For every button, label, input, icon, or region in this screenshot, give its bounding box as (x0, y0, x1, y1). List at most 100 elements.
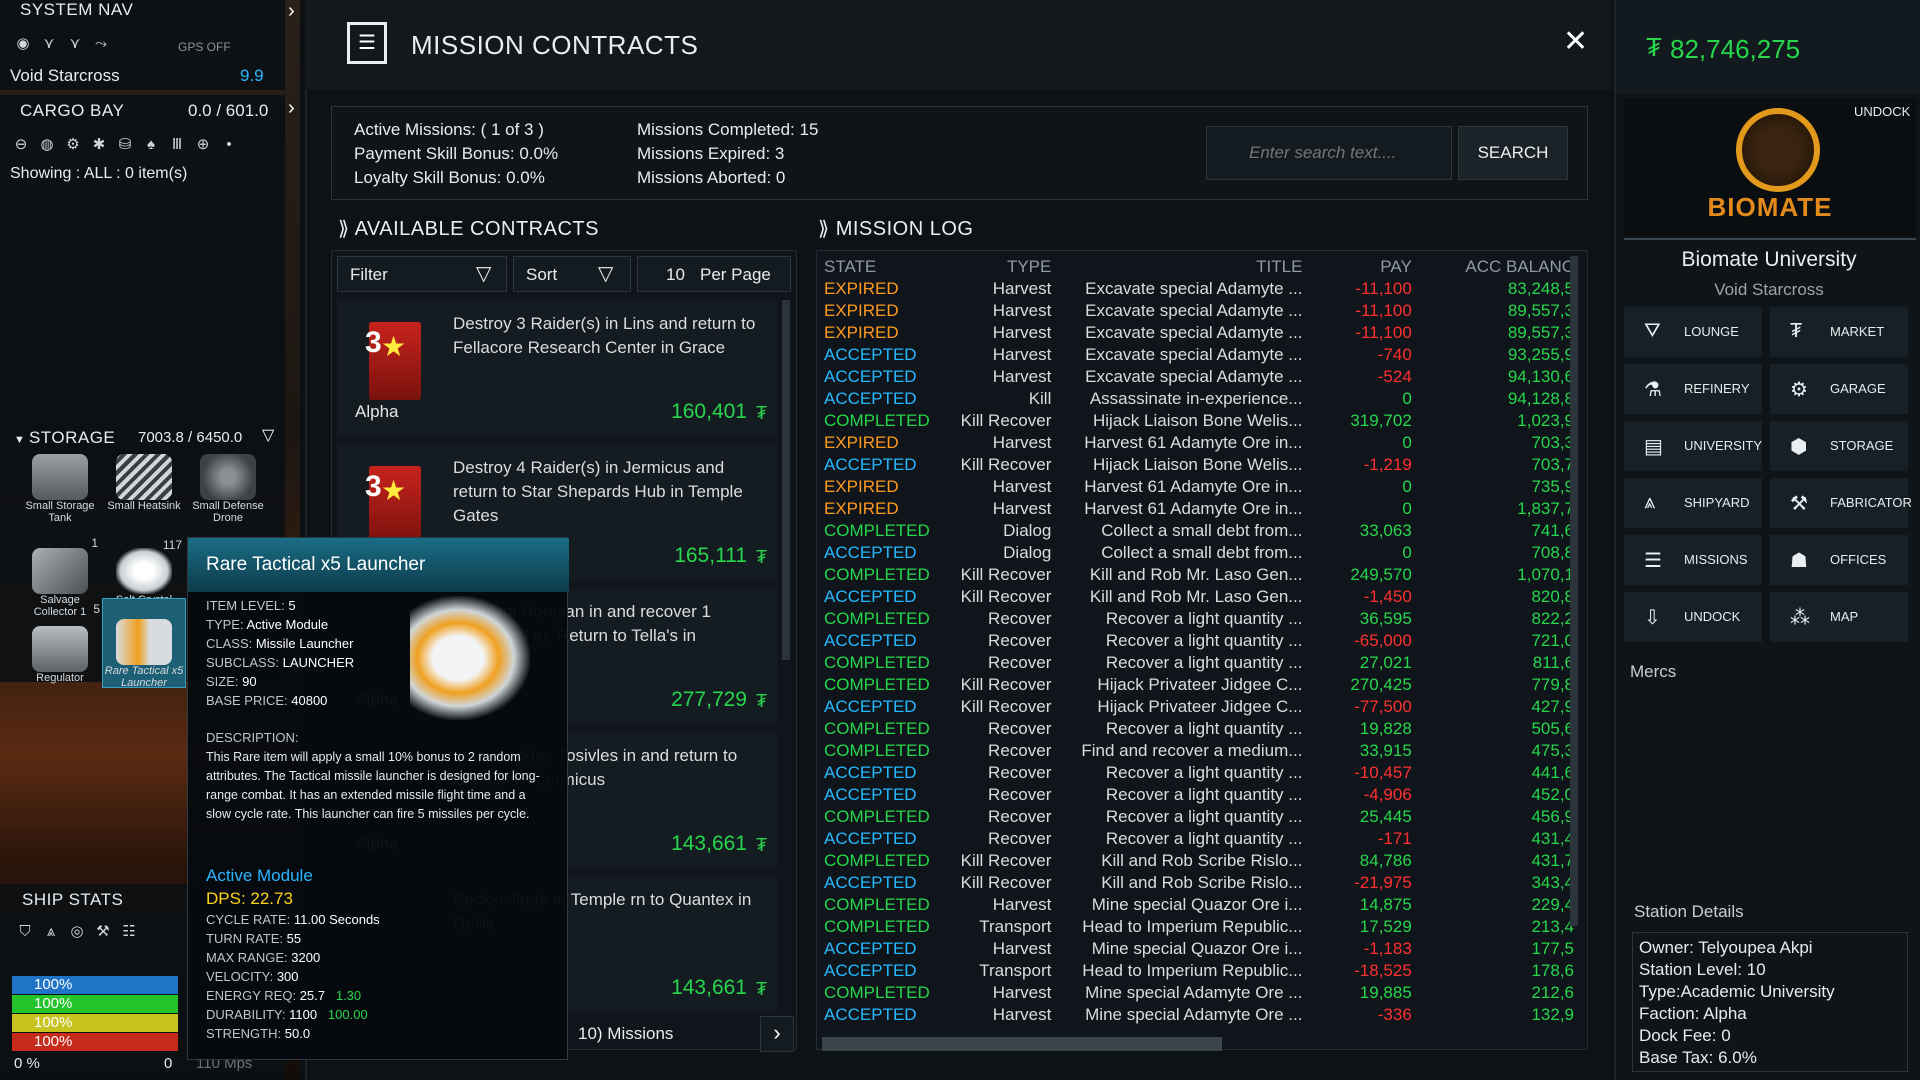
table-row[interactable]: ACCEPTED Kill Recover Hijack Liaison Bone … (824, 454, 1574, 476)
chevron-right-icon[interactable]: › (288, 0, 295, 22)
table-row[interactable]: COMPLETED Kill Recover Hijack Privateer Ji… (824, 674, 1574, 696)
table-row[interactable]: COMPLETED Kill Recover Hijack Liaison Bone… (824, 410, 1574, 432)
nav-map-button[interactable]: ⁂ MAP (1770, 592, 1908, 642)
nav-lounge-button[interactable]: ⛛ LOUNGE (1624, 307, 1762, 357)
table-row[interactable]: EXPIRED Harvest Harvest 61 Adamyte Ore in.… (824, 432, 1574, 454)
drone-icon[interactable]: ♠ (147, 136, 155, 153)
table-row[interactable]: ACCEPTED Harvest Excavate special Adamyte … (824, 366, 1574, 388)
next-page-button[interactable]: › (760, 1016, 794, 1052)
table-row[interactable]: ACCEPTED Recover Recover a light quantity … (824, 828, 1574, 850)
table-row[interactable]: ACCEPTED Kill Assassinate in-experience...… (824, 388, 1574, 410)
missions-completed: Missions Completed: 15 (637, 120, 819, 139)
table-row[interactable]: ACCEPTED Harvest Excavate special Adamyte … (824, 344, 1574, 366)
table-row[interactable]: EXPIRED Harvest Excavate special Adamyte .… (824, 322, 1574, 344)
ammo-icon[interactable]: ⛁ (118, 136, 132, 153)
waypoint-icon[interactable]: ⋎ (69, 35, 81, 52)
nav-refinery-button[interactable]: ⚗ REFINERY (1624, 364, 1762, 414)
table-row[interactable]: ACCEPTED Harvest Mine special Adamyte Ore … (824, 1004, 1574, 1026)
table-row[interactable]: COMPLETED Harvest Mine special Quazor Ore … (824, 894, 1574, 916)
blueprint-icon[interactable]: Ⅲ (171, 136, 183, 153)
table-row[interactable]: COMPLETED Dialog Collect a small debt from… (824, 520, 1574, 542)
contracts-scrollbar[interactable] (782, 300, 790, 660)
filter-all-icon[interactable]: ⊖ (14, 136, 28, 153)
storage-item[interactable]: Small Defense Drone 148 (186, 450, 270, 552)
col-title[interactable]: TITLE (1256, 257, 1303, 276)
col-balance[interactable]: ACC BALANC (1465, 257, 1574, 276)
search-button[interactable]: SEARCH (1458, 126, 1568, 180)
table-row[interactable]: COMPLETED Kill Recover Kill and Rob Mr. La… (824, 564, 1574, 586)
nav-fabricator-button[interactable]: ⚒ FABRICATOR (1770, 478, 1912, 528)
storage-title[interactable]: ▼ STORAGE (14, 428, 115, 448)
table-row[interactable]: ACCEPTED Transport Head to Imperium Republ… (824, 960, 1574, 982)
table-row[interactable]: COMPLETED Harvest Mine special Adamyte Ore… (824, 982, 1574, 1004)
missions-aborted: Missions Aborted: 0 (637, 168, 786, 187)
nav-shipyard-button[interactable]: ⩓ SHIPYARD (1624, 478, 1762, 528)
storage-item[interactable]: Regulator 5 (18, 598, 102, 688)
log-scrollbar-vertical[interactable] (1570, 256, 1578, 926)
nav-undock-button[interactable]: ⇩ UNDOCK (1624, 592, 1762, 642)
filter-icon[interactable]: ▽ (262, 427, 275, 444)
contract-card[interactable]: ★ 3 Destroy 3 Raider(s) in Lins and return… (337, 300, 777, 436)
table-row[interactable]: EXPIRED Harvest Harvest 61 Adamyte Ore in.… (824, 498, 1574, 520)
log-scrollbar-horizontal[interactable] (822, 1037, 1222, 1051)
component-icon[interactable]: ⚙ (66, 136, 80, 153)
table-row[interactable]: ACCEPTED Recover Recover a light quantity … (824, 762, 1574, 784)
filter-dropdown[interactable]: Filter ▽ (337, 256, 507, 292)
tools-icon[interactable]: ⚒ (96, 923, 110, 940)
module-icon[interactable]: ✱ (92, 136, 106, 153)
jump-icon[interactable]: ⤳ (94, 35, 107, 52)
table-row[interactable]: ACCEPTED Dialog Collect a small debt from.… (824, 542, 1574, 564)
chevron-right-icon[interactable]: › (288, 97, 295, 119)
storage-item[interactable]: Salvage Collector 1 1 (18, 536, 102, 634)
table-row[interactable]: COMPLETED Transport Head to Imperium Repub… (824, 916, 1574, 938)
table-row[interactable]: ACCEPTED Harvest Mine special Quazor Ore i… (824, 938, 1574, 960)
sort-dropdown[interactable]: Sort ▽ (513, 256, 631, 292)
table-row[interactable]: COMPLETED Recover Recover a light quantity… (824, 806, 1574, 828)
table-row[interactable]: ACCEPTED Recover Recover a light quantity … (824, 630, 1574, 652)
table-row[interactable]: COMPLETED Recover Recover a light quantity… (824, 718, 1574, 740)
storage-item[interactable]: Small Storage Tank (18, 450, 102, 540)
ship-icon[interactable]: ⩓ (46, 923, 56, 940)
close-icon[interactable]: ✕ (1563, 25, 1589, 58)
per-page-select[interactable]: 10 Per Page (637, 256, 791, 292)
target-icon[interactable]: ◉ (16, 35, 30, 52)
cell-state: ACCEPTED (824, 543, 917, 562)
nav-offices-button[interactable]: ☗ OFFICES (1770, 535, 1908, 585)
nav-missions-button[interactable]: ☰ MISSIONS (1624, 535, 1762, 585)
table-row[interactable]: ACCEPTED Kill Recover Hijack Privateer Jid… (824, 696, 1574, 718)
nav-garage-button[interactable]: ⚙ GARAGE (1770, 364, 1908, 414)
double-chevron-icon: ⟫ (338, 218, 355, 240)
other-icon[interactable]: • (226, 136, 232, 153)
cell-title: Harvest 61 Adamyte Ore in... (1084, 499, 1303, 518)
table-row[interactable]: EXPIRED Harvest Excavate special Adamyte .… (824, 300, 1574, 322)
table-row[interactable]: COMPLETED Recover Recover a light quantity… (824, 652, 1574, 674)
table-row[interactable]: EXPIRED Harvest Harvest 61 Adamyte Ore in.… (824, 476, 1574, 498)
table-row[interactable]: COMPLETED Kill Recover Kill and Rob Scribe… (824, 850, 1574, 872)
cell-title: Collect a small debt from... (1101, 543, 1303, 562)
storage-item[interactable]: Small Heatsink 117 (102, 450, 186, 552)
col-pay[interactable]: PAY (1380, 257, 1412, 276)
table-row[interactable]: COMPLETED Recover Recover a light quantity… (824, 608, 1574, 630)
table-row[interactable]: ACCEPTED Recover Recover a light quantity … (824, 784, 1574, 806)
table-row[interactable]: ACCEPTED Kill Recover Kill and Rob Mr. Las… (824, 586, 1574, 608)
table-row[interactable]: EXPIRED Harvest Excavate special Adamyte .… (824, 278, 1574, 300)
col-state[interactable]: STATE (824, 257, 877, 276)
table-row[interactable]: ACCEPTED Kill Recover Kill and Rob Scribe … (824, 872, 1574, 894)
target-icon[interactable]: ◎ (70, 923, 84, 940)
mission-log-panel (816, 250, 1588, 1050)
table-row[interactable]: COMPLETED Recover Find and recover a mediu… (824, 740, 1574, 762)
nav-storage-button[interactable]: ⬢ STORAGE (1770, 421, 1908, 471)
defense-drone-icon (200, 454, 256, 500)
undock-link[interactable]: UNDOCK (1854, 104, 1911, 119)
list-icon[interactable]: ☷ (122, 923, 136, 940)
col-type[interactable]: TYPE (1006, 257, 1052, 276)
search-input[interactable] (1206, 126, 1452, 180)
storage-item-selected[interactable]: Rare Tactical x5 Launcher (102, 598, 186, 689)
faction-emblem-icon (369, 322, 421, 400)
ore-icon[interactable]: ◍ (40, 136, 54, 153)
route-icon[interactable]: ⋎ (43, 35, 55, 52)
misc-icon[interactable]: ⊕ (196, 136, 210, 153)
nav-market-button[interactable]: ₮ MARKET (1770, 307, 1908, 357)
shield-icon[interactable]: ⛉ (19, 923, 31, 940)
nav-university-button[interactable]: ▤ UNIVERSITY (1624, 421, 1762, 471)
